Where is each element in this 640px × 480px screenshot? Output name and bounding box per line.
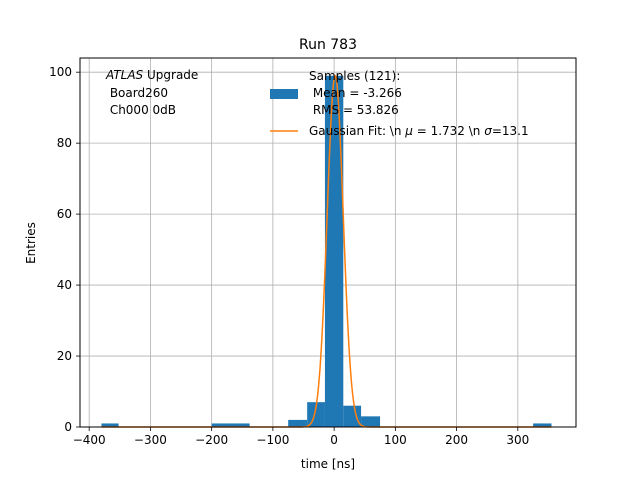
legend: Samples (121): Mean = -3.266 RMS = 53.82… <box>270 69 529 138</box>
plot-frame <box>79 57 577 428</box>
histogram-bar <box>343 405 362 427</box>
y-tick-label: 80 <box>57 136 72 150</box>
atlas-label: ATLAS <box>105 68 144 82</box>
svg-text:ATLAS Upgrade: ATLAS Upgrade <box>105 68 198 82</box>
legend-histogram-line-2: Mean = -3.266 <box>309 86 402 100</box>
y-tick-label: 40 <box>57 278 72 292</box>
legend-fit-mu-text: = 1.732 \n <box>413 124 484 138</box>
channel-label: Ch000 0dB <box>106 103 176 117</box>
x-tick-label: 300 <box>506 433 529 447</box>
y-tick-label: 0 <box>64 420 72 434</box>
x-tick-label: −400 <box>73 433 106 447</box>
y-tick-label: 60 <box>57 207 72 221</box>
x-tick-label: 200 <box>445 433 468 447</box>
chart-title: Run 783 <box>299 37 357 53</box>
x-tick-label: 100 <box>384 433 407 447</box>
histogram-bar <box>211 423 250 427</box>
legend-fit-sigma-text: =13.1 <box>492 124 529 138</box>
histogram-bar <box>361 416 381 427</box>
legend-fit-prefix: Gaussian Fit: \n <box>309 124 405 138</box>
y-axis-label: Entries <box>24 222 38 264</box>
legend-fit-sigma: σ <box>484 124 492 138</box>
legend-histogram-line-3: RMS = 53.826 <box>309 103 399 117</box>
x-tick-label: −300 <box>134 433 167 447</box>
y-tick-label: 100 <box>49 65 72 79</box>
legend-fit-label: Gaussian Fit: \n μ = 1.732 \n σ=13.1 <box>309 124 529 138</box>
x-tick-label: −200 <box>195 433 228 447</box>
legend-histogram-line-1: Samples (121): <box>309 69 400 83</box>
x-axis-label: time [ns] <box>301 457 355 471</box>
y-tick-label: 20 <box>57 349 72 363</box>
y-axis-ticks: 0 20 40 60 80 100 <box>49 65 80 434</box>
histogram-bar <box>533 423 552 427</box>
board-label: Board260 <box>106 86 168 100</box>
histogram-bar <box>288 419 308 427</box>
atlas-annotation: ATLAS Upgrade Board260 Ch000 0dB <box>105 68 198 117</box>
x-tick-label: −100 <box>256 433 289 447</box>
x-tick-label: 0 <box>330 433 338 447</box>
x-axis-ticks: −400 −300 −200 −100 0 100 200 300 <box>73 427 529 447</box>
legend-histogram-swatch <box>270 89 298 99</box>
legend-fit-mu: μ <box>404 124 413 138</box>
histogram-bar <box>101 423 119 427</box>
upgrade-label: Upgrade <box>143 68 198 82</box>
